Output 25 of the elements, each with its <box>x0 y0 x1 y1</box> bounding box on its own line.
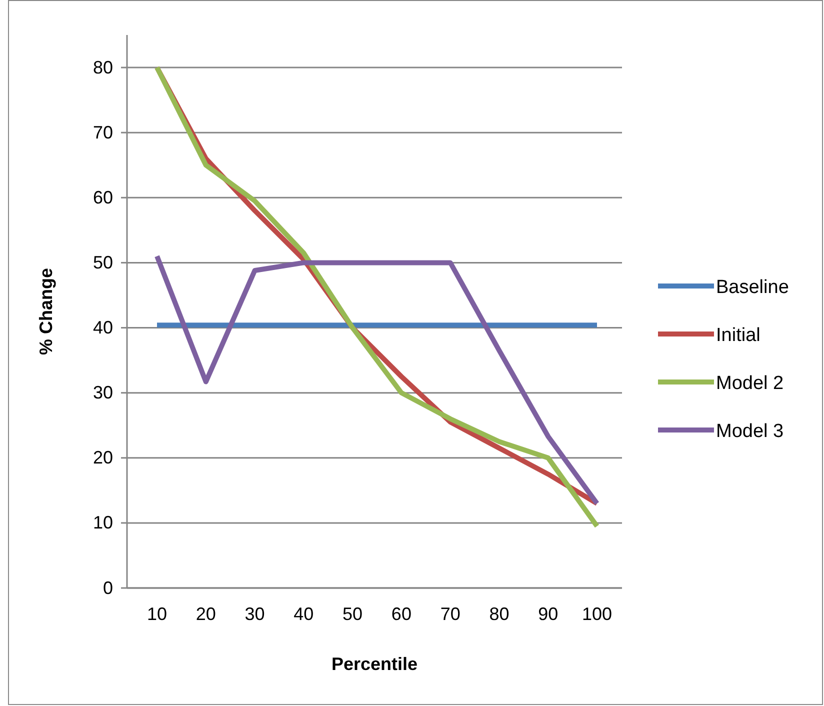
legend-label: Model 2 <box>716 373 784 394</box>
y-tick-label: 50 <box>92 252 113 272</box>
y-tick-label: 20 <box>92 448 113 468</box>
x-tick-label: 100 <box>582 604 612 624</box>
y-tick-label: 70 <box>92 122 113 142</box>
x-tick-label: 20 <box>196 604 216 624</box>
y-tick-label: 10 <box>92 512 113 533</box>
y-tick-label: 30 <box>92 382 113 403</box>
y-tick-label: 0 <box>102 578 113 598</box>
x-tick-label: 50 <box>342 604 363 624</box>
y-axis-title: % Change <box>36 268 56 356</box>
x-tick-label: 70 <box>440 604 460 624</box>
y-tick-label: 40 <box>92 318 113 338</box>
y-tick-label: 60 <box>92 187 113 208</box>
x-tick-label: 40 <box>294 604 314 624</box>
x-axis-title: Percentile <box>331 654 418 674</box>
y-tick-label: 80 <box>92 57 113 78</box>
x-tick-label: 30 <box>244 604 265 624</box>
x-tick-label: 60 <box>391 604 412 624</box>
x-tick-label: 90 <box>538 604 558 624</box>
legend-label: Model 3 <box>716 421 784 442</box>
legend-label: Baseline <box>716 277 789 298</box>
legend-label: Initial <box>716 325 760 346</box>
x-tick-label: 80 <box>489 604 510 624</box>
x-tick-label: 10 <box>146 604 168 624</box>
